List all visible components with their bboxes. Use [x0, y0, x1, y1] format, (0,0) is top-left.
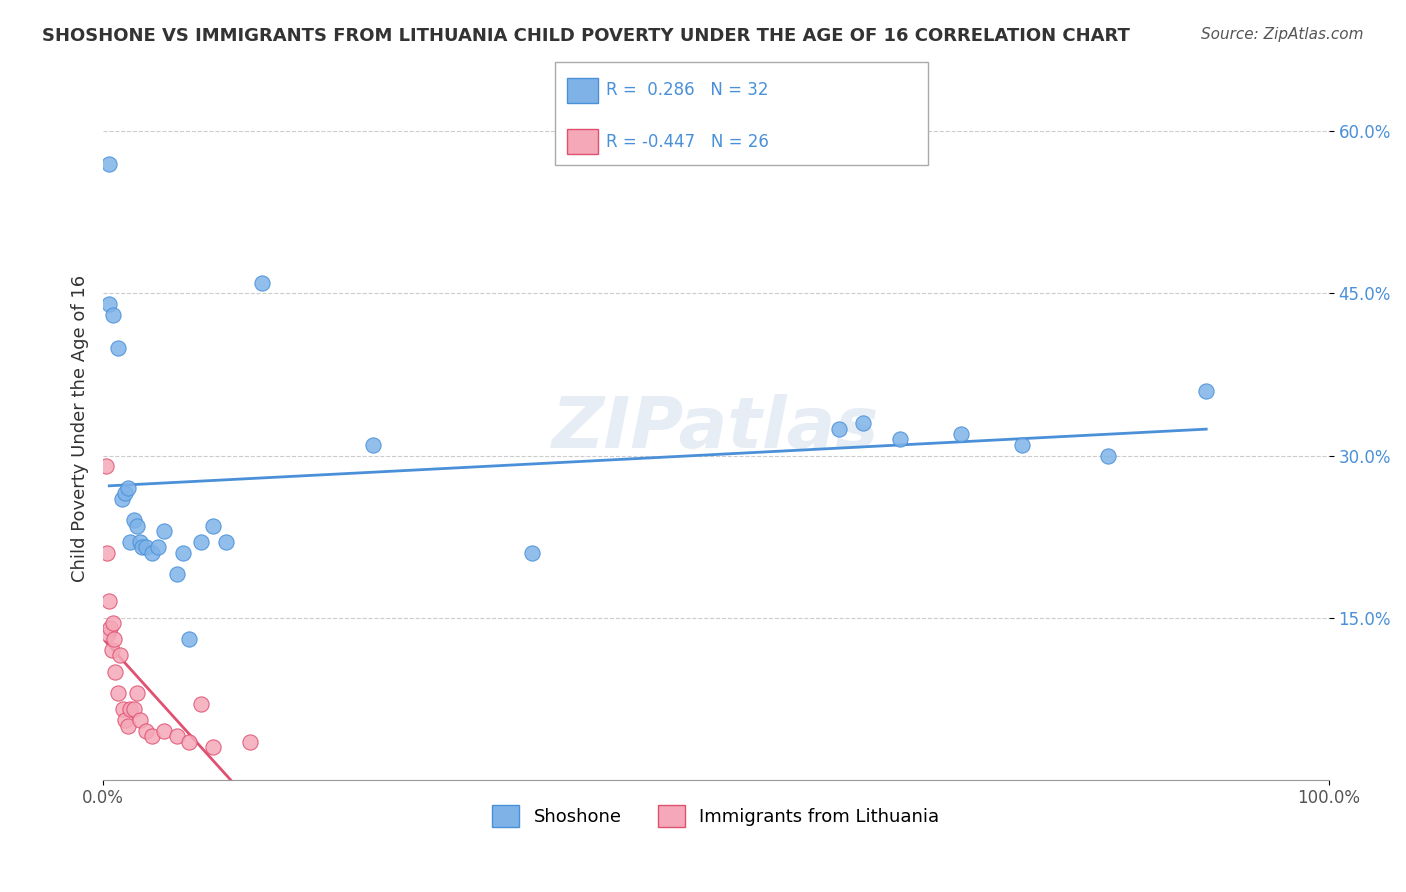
Point — [1195, 384, 1218, 398]
Point — [202, 740, 225, 755]
Point — [153, 724, 176, 739]
Point — [101, 308, 124, 322]
Point — [98, 594, 121, 608]
Point — [215, 535, 238, 549]
Point — [827, 421, 849, 435]
Point — [202, 518, 225, 533]
Point — [98, 157, 121, 171]
Point — [177, 632, 200, 647]
Point — [120, 702, 142, 716]
Point — [166, 567, 188, 582]
Point — [100, 621, 122, 635]
Point — [110, 491, 132, 506]
Point — [103, 632, 125, 647]
Point — [520, 546, 543, 560]
Y-axis label: Child Poverty Under the Age of 16: Child Poverty Under the Age of 16 — [72, 275, 89, 582]
Point — [114, 713, 136, 727]
Point — [117, 718, 139, 732]
Point — [135, 541, 157, 555]
Point — [252, 276, 274, 290]
Point — [852, 416, 875, 430]
Point — [135, 724, 157, 739]
Point — [153, 524, 176, 538]
Point — [110, 648, 132, 663]
Point — [172, 546, 194, 560]
Point — [104, 665, 127, 679]
Point — [166, 730, 188, 744]
Point — [107, 341, 129, 355]
Point — [177, 735, 200, 749]
Point — [239, 735, 262, 749]
Point — [129, 535, 152, 549]
Point — [141, 730, 163, 744]
Text: ZIPatlas: ZIPatlas — [553, 394, 880, 463]
Point — [101, 615, 124, 630]
Point — [100, 643, 122, 657]
Point — [107, 686, 129, 700]
Text: R =  0.286   N = 32: R = 0.286 N = 32 — [606, 81, 769, 99]
Point — [97, 627, 120, 641]
Point — [114, 486, 136, 500]
Point — [127, 518, 149, 533]
Point — [131, 541, 153, 555]
Point — [1097, 449, 1119, 463]
Point — [117, 481, 139, 495]
Point — [129, 713, 152, 727]
Legend: Shoshone, Immigrants from Lithuania: Shoshone, Immigrants from Lithuania — [485, 797, 946, 834]
Point — [1011, 438, 1033, 452]
Point — [190, 697, 212, 711]
Point — [98, 297, 121, 311]
Text: R = -0.447   N = 26: R = -0.447 N = 26 — [606, 133, 769, 151]
Text: Source: ZipAtlas.com: Source: ZipAtlas.com — [1201, 27, 1364, 42]
Point — [950, 426, 973, 441]
Point — [122, 513, 145, 527]
Point — [889, 433, 911, 447]
Point — [96, 546, 118, 560]
Point — [127, 686, 149, 700]
Point — [111, 702, 134, 716]
Point — [94, 459, 117, 474]
Point — [148, 541, 170, 555]
Point — [190, 535, 212, 549]
Point — [122, 702, 145, 716]
Point — [120, 535, 142, 549]
Text: SHOSHONE VS IMMIGRANTS FROM LITHUANIA CHILD POVERTY UNDER THE AGE OF 16 CORRELAT: SHOSHONE VS IMMIGRANTS FROM LITHUANIA CH… — [42, 27, 1130, 45]
Point — [361, 438, 384, 452]
Point — [141, 546, 163, 560]
